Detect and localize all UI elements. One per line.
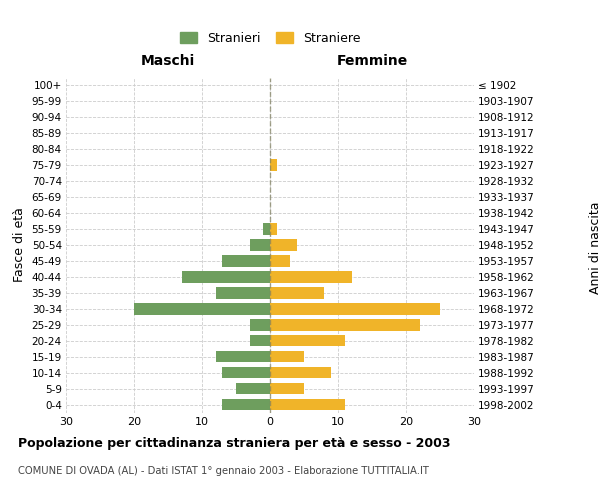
Text: COMUNE DI OVADA (AL) - Dati ISTAT 1° gennaio 2003 - Elaborazione TUTTITALIA.IT: COMUNE DI OVADA (AL) - Dati ISTAT 1° gen…: [18, 466, 429, 476]
Bar: [270, 383, 304, 394]
Bar: [270, 160, 277, 171]
Bar: [270, 287, 325, 298]
Bar: [182, 271, 270, 282]
Bar: [250, 319, 270, 330]
Bar: [215, 287, 270, 298]
Bar: [270, 319, 419, 330]
Bar: [215, 351, 270, 362]
Y-axis label: Fasce di età: Fasce di età: [13, 208, 26, 282]
Text: Maschi: Maschi: [141, 54, 195, 68]
Bar: [134, 303, 270, 314]
Bar: [223, 367, 270, 378]
Text: Femmine: Femmine: [337, 54, 407, 68]
Bar: [270, 271, 352, 282]
Text: Anni di nascita: Anni di nascita: [589, 201, 600, 294]
Bar: [236, 383, 270, 394]
Legend: Stranieri, Straniere: Stranieri, Straniere: [179, 32, 361, 45]
Bar: [270, 367, 331, 378]
Bar: [270, 335, 345, 346]
Bar: [270, 240, 297, 250]
Bar: [270, 399, 345, 410]
Bar: [223, 399, 270, 410]
Bar: [270, 351, 304, 362]
Bar: [250, 240, 270, 250]
Bar: [223, 255, 270, 266]
Bar: [263, 224, 270, 235]
Bar: [270, 224, 277, 235]
Bar: [270, 303, 440, 314]
Bar: [250, 335, 270, 346]
Text: Popolazione per cittadinanza straniera per età e sesso - 2003: Popolazione per cittadinanza straniera p…: [18, 438, 451, 450]
Bar: [270, 255, 290, 266]
